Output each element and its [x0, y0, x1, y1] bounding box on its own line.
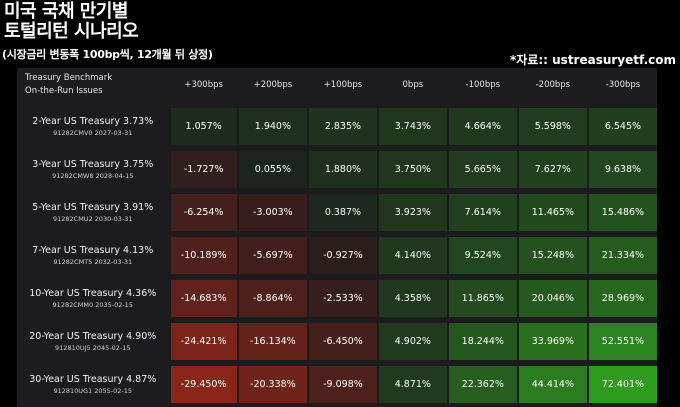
scenario-table: Treasury Benchmark On-the-Run Issues +30…: [17, 68, 657, 403]
treasury-cusip-maturity: 912810UJ5 2045-02-15: [55, 344, 131, 352]
return-cell: 5.598%: [516, 102, 588, 148]
return-cell: -14.683%: [168, 274, 238, 320]
table-row: 2-Year US Treasury 3.73% 91282CMV0 2027-0…: [17, 102, 657, 148]
treasury-cusip-maturity: 912810UG1 2055-02-15: [53, 387, 133, 395]
return-cell: 1.940%: [236, 102, 308, 148]
column-header: +300bps: [168, 68, 238, 105]
return-cell: 3.750%: [376, 145, 448, 191]
table-row: 30-Year US Treasury 4.87% 912810UG1 2055-…: [17, 360, 657, 403]
row-label-cell: 20-Year US Treasury 4.90% 912810UJ5 2045-…: [17, 317, 170, 363]
table-row: 3-Year US Treasury 3.75% 91282CMW8 2028-0…: [17, 145, 657, 191]
table-row: 5-Year US Treasury 3.91% 91282CMU2 2030-0…: [17, 188, 657, 234]
return-cell: 4.664%: [446, 102, 518, 148]
return-cell: 1.880%: [306, 145, 378, 191]
treasury-cusip-maturity: 91282CMU2 2030-03-31: [52, 215, 133, 223]
return-cell: 72.401%: [586, 360, 657, 403]
return-cell: 15.486%: [586, 188, 657, 234]
return-cell: -1.727%: [168, 145, 238, 191]
return-cell: 0.387%: [306, 188, 378, 234]
return-cell: 3.743%: [376, 102, 448, 148]
chart-title-line1: 미국 국채 만기별: [4, 1, 128, 22]
treasury-name: 10-Year US Treasury 4.36%: [29, 288, 157, 299]
column-header: 0bps: [376, 68, 448, 105]
return-cell: -0.927%: [306, 231, 378, 277]
treasury-name: 7-Year US Treasury 4.13%: [32, 245, 154, 256]
treasury-name: 3-Year US Treasury 3.75%: [32, 159, 154, 170]
return-cell: 28.969%: [586, 274, 657, 320]
return-cell: 18.244%: [446, 317, 518, 363]
return-cell: 44.414%: [516, 360, 588, 403]
return-cell: 9.524%: [446, 231, 518, 277]
return-cell: 21.334%: [586, 231, 657, 277]
return-cell: -24.421%: [168, 317, 238, 363]
column-header: -300bps: [586, 68, 657, 105]
treasury-cusip-maturity: 91282CMM0 2035-02-15: [52, 301, 133, 309]
row-header-line2: On-the-Run Issues: [25, 86, 103, 96]
table-row: 10-Year US Treasury 4.36% 91282CMM0 2035-…: [17, 274, 657, 320]
row-label-cell: 5-Year US Treasury 3.91% 91282CMU2 2030-0…: [17, 188, 170, 234]
return-cell: 4.358%: [376, 274, 448, 320]
source-note: *자료:: ustreasuryetf.com: [510, 53, 676, 67]
return-cell: -9.098%: [306, 360, 378, 403]
return-cell: 4.902%: [376, 317, 448, 363]
return-cell: 3.923%: [376, 188, 448, 234]
return-cell: 6.545%: [586, 102, 657, 148]
return-cell: -5.697%: [236, 231, 308, 277]
return-cell: 5.665%: [446, 145, 518, 191]
return-cell: -2.533%: [306, 274, 378, 320]
row-header-line1: Treasury Benchmark: [25, 73, 113, 83]
treasury-name: 5-Year US Treasury 3.91%: [32, 202, 154, 213]
return-cell: -6.450%: [306, 317, 378, 363]
treasury-name: 30-Year US Treasury 4.87%: [29, 374, 157, 385]
column-header: +100bps: [306, 68, 378, 105]
return-cell: 11.865%: [446, 274, 518, 320]
row-label-cell: 10-Year US Treasury 4.36% 91282CMM0 2035-…: [17, 274, 170, 320]
table-row: 7-Year US Treasury 4.13% 91282CMT5 2032-0…: [17, 231, 657, 277]
return-cell: 7.627%: [516, 145, 588, 191]
row-label-cell: 2-Year US Treasury 3.73% 91282CMV0 2027-0…: [17, 102, 170, 148]
column-header: -100bps: [446, 68, 518, 105]
return-cell: 15.248%: [516, 231, 588, 277]
return-cell: -10.189%: [168, 231, 238, 277]
return-cell: 9.638%: [586, 145, 657, 191]
return-cell: -6.254%: [168, 188, 238, 234]
return-cell: 4.871%: [376, 360, 448, 403]
return-cell: -20.338%: [236, 360, 308, 403]
return-cell: 1.057%: [168, 102, 238, 148]
chart-subtitle: (시장금리 변동폭 100bp씩, 12개월 뒤 상정): [2, 48, 213, 61]
header-row: Treasury Benchmark On-the-Run Issues +30…: [17, 68, 657, 105]
treasury-cusip-maturity: 91282CMT5 2032-03-31: [53, 258, 133, 266]
return-cell: -3.003%: [236, 188, 308, 234]
row-header-cell: Treasury Benchmark On-the-Run Issues: [17, 68, 170, 105]
chart-title-line2: 토털리턴 시나리오: [4, 21, 139, 42]
return-cell: 22.362%: [446, 360, 518, 403]
return-cell: -16.134%: [236, 317, 308, 363]
return-cell: 52.551%: [586, 317, 657, 363]
return-cell: 33.969%: [516, 317, 588, 363]
return-cell: 7.614%: [446, 188, 518, 234]
return-cell: -29.450%: [168, 360, 238, 403]
row-label-cell: 3-Year US Treasury 3.75% 91282CMW8 2028-0…: [17, 145, 170, 191]
scenario-table-panel: Treasury Benchmark On-the-Run Issues +30…: [17, 68, 657, 407]
column-header: -200bps: [516, 68, 588, 105]
treasury-cusip-maturity: 91282CMW8 2028-04-15: [52, 172, 134, 180]
row-label-cell: 30-Year US Treasury 4.87% 912810UG1 2055-…: [17, 360, 170, 403]
row-label-cell: 7-Year US Treasury 4.13% 91282CMT5 2032-0…: [17, 231, 170, 277]
column-header: +200bps: [236, 68, 308, 105]
table-row: 20-Year US Treasury 4.90% 912810UJ5 2045-…: [17, 317, 657, 363]
return-cell: 20.046%: [516, 274, 588, 320]
treasury-name: 2-Year US Treasury 3.73%: [32, 116, 154, 127]
return-cell: 4.140%: [376, 231, 448, 277]
return-cell: 11.465%: [516, 188, 588, 234]
return-cell: 0.055%: [236, 145, 308, 191]
return-cell: 2.835%: [306, 102, 378, 148]
return-cell: -8.864%: [236, 274, 308, 320]
treasury-cusip-maturity: 91282CMV0 2027-03-31: [53, 129, 133, 137]
treasury-name: 20-Year US Treasury 4.90%: [29, 331, 157, 342]
